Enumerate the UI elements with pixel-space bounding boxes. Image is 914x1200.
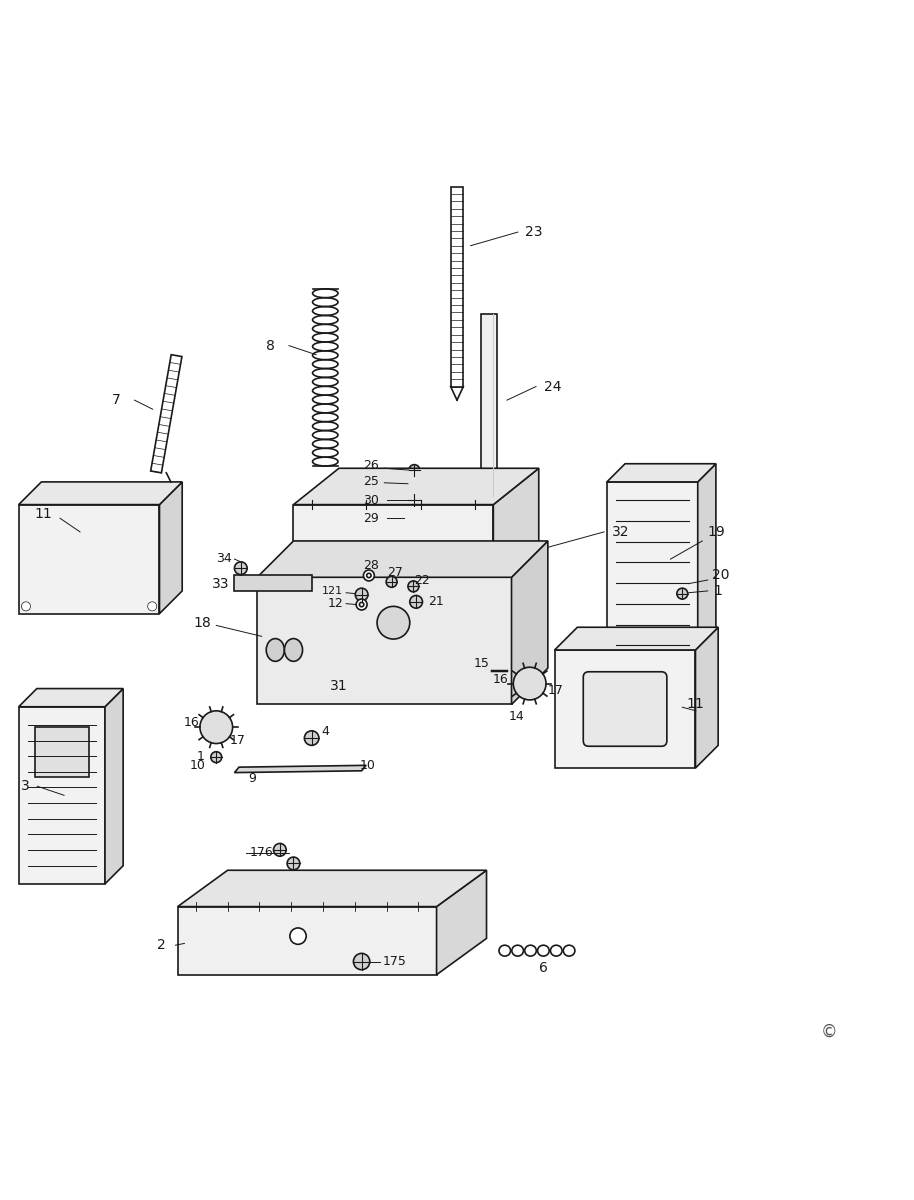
- Text: 16: 16: [493, 672, 508, 685]
- Polygon shape: [293, 505, 494, 623]
- Text: 9: 9: [249, 773, 257, 786]
- Text: 12: 12: [328, 598, 344, 610]
- Circle shape: [409, 464, 420, 475]
- Polygon shape: [696, 628, 718, 768]
- Text: 29: 29: [363, 511, 378, 524]
- Circle shape: [354, 953, 370, 970]
- Text: 10: 10: [360, 758, 376, 772]
- Circle shape: [211, 751, 222, 763]
- Circle shape: [677, 588, 687, 599]
- Circle shape: [386, 576, 397, 587]
- Text: 22: 22: [415, 574, 430, 587]
- Circle shape: [364, 570, 375, 581]
- Circle shape: [234, 562, 247, 575]
- Circle shape: [412, 481, 417, 486]
- Text: 30: 30: [363, 493, 378, 506]
- Text: 7: 7: [112, 394, 121, 407]
- Polygon shape: [177, 870, 486, 907]
- Text: 1: 1: [713, 584, 722, 598]
- Circle shape: [200, 710, 233, 744]
- Text: 17: 17: [547, 684, 563, 697]
- Text: 8: 8: [266, 338, 275, 353]
- Polygon shape: [18, 482, 182, 505]
- Text: 11: 11: [35, 506, 52, 521]
- Text: 2: 2: [157, 938, 166, 953]
- Polygon shape: [234, 766, 367, 773]
- Circle shape: [408, 581, 419, 592]
- Polygon shape: [512, 541, 547, 704]
- Polygon shape: [494, 468, 538, 623]
- Bar: [234, 575, 312, 590]
- Text: 21: 21: [428, 595, 443, 608]
- Polygon shape: [18, 505, 159, 613]
- Text: 25: 25: [363, 475, 378, 488]
- Bar: [451, 187, 463, 386]
- Text: 3: 3: [21, 779, 30, 793]
- Polygon shape: [406, 509, 423, 528]
- Text: 176: 176: [250, 846, 273, 859]
- Text: 20: 20: [712, 569, 729, 582]
- Polygon shape: [105, 689, 123, 884]
- Text: 23: 23: [526, 226, 543, 239]
- Bar: [481, 314, 497, 496]
- Text: 17: 17: [229, 734, 245, 748]
- Text: 14: 14: [508, 709, 524, 722]
- Polygon shape: [555, 628, 718, 650]
- Polygon shape: [257, 577, 512, 704]
- Polygon shape: [607, 482, 697, 664]
- Circle shape: [409, 595, 422, 608]
- Text: 31: 31: [330, 679, 347, 694]
- Text: 1: 1: [197, 750, 205, 763]
- Polygon shape: [18, 689, 123, 707]
- Text: 11: 11: [686, 697, 704, 712]
- Circle shape: [304, 731, 319, 745]
- Ellipse shape: [266, 638, 284, 661]
- Circle shape: [514, 667, 546, 700]
- Text: 10: 10: [190, 758, 206, 772]
- Text: 15: 15: [473, 658, 490, 670]
- Text: 6: 6: [539, 961, 547, 974]
- Polygon shape: [697, 463, 716, 664]
- Polygon shape: [555, 650, 696, 768]
- Text: 28: 28: [363, 559, 378, 572]
- FancyBboxPatch shape: [583, 672, 667, 746]
- Circle shape: [290, 928, 306, 944]
- Text: 26: 26: [363, 460, 378, 472]
- Circle shape: [148, 602, 157, 611]
- Text: 18: 18: [194, 616, 211, 630]
- Polygon shape: [437, 870, 486, 974]
- Text: 33: 33: [212, 577, 229, 590]
- Circle shape: [367, 574, 371, 577]
- Polygon shape: [159, 482, 182, 613]
- Text: 19: 19: [707, 524, 725, 539]
- Circle shape: [408, 478, 420, 490]
- Bar: [35, 727, 89, 778]
- Circle shape: [21, 602, 30, 611]
- Text: 16: 16: [184, 716, 199, 730]
- Text: 34: 34: [216, 552, 232, 565]
- Circle shape: [273, 844, 286, 856]
- Circle shape: [359, 602, 364, 607]
- Polygon shape: [607, 463, 716, 482]
- Text: 27: 27: [388, 566, 403, 580]
- Polygon shape: [257, 541, 547, 577]
- Polygon shape: [293, 468, 538, 505]
- Polygon shape: [151, 355, 182, 473]
- Text: 32: 32: [611, 524, 629, 539]
- Circle shape: [356, 588, 368, 601]
- Text: 4: 4: [322, 725, 329, 738]
- Text: 121: 121: [323, 586, 344, 596]
- Circle shape: [356, 599, 367, 610]
- Text: 24: 24: [544, 379, 561, 394]
- Text: 175: 175: [382, 955, 407, 968]
- Circle shape: [287, 857, 300, 870]
- Polygon shape: [18, 707, 105, 884]
- Polygon shape: [177, 907, 437, 974]
- Ellipse shape: [284, 638, 303, 661]
- Circle shape: [377, 606, 409, 640]
- Circle shape: [408, 493, 420, 506]
- Text: ©: ©: [821, 1022, 838, 1040]
- Circle shape: [409, 514, 420, 523]
